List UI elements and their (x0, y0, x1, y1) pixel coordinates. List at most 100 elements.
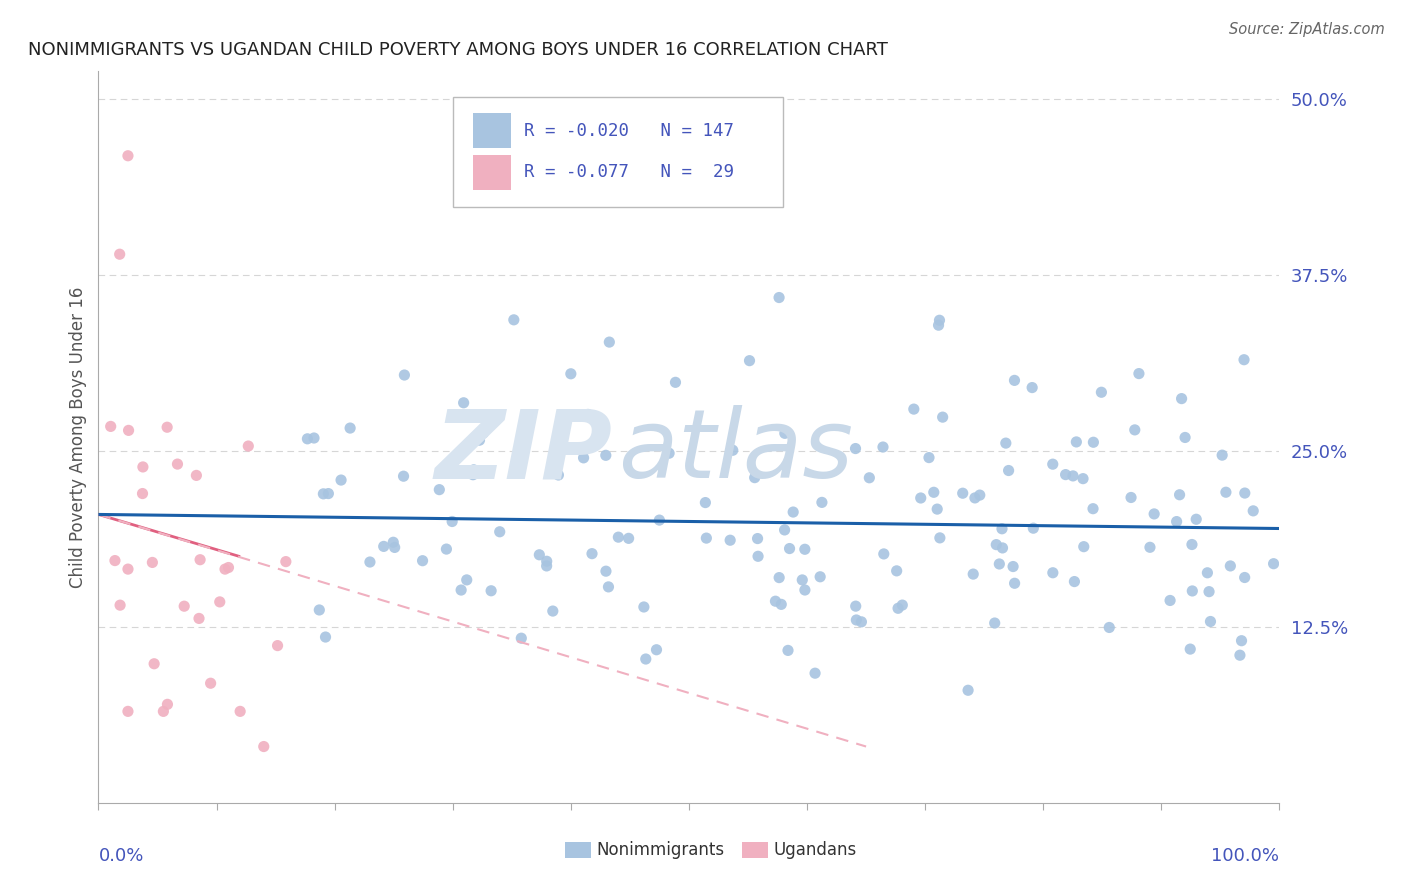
Point (1241, 504, 1264, 518)
Point (461, 467, 484, 482)
Point (922, 485, 945, 500)
Text: 100.0%: 100.0% (1212, 847, 1279, 864)
Point (509, 453, 531, 467)
Point (918, 450, 941, 465)
FancyBboxPatch shape (565, 841, 591, 858)
Point (536, 554, 558, 568)
Point (633, 599, 655, 614)
Point (1139, 541, 1161, 555)
Text: atlas: atlas (619, 405, 853, 499)
Point (1168, 488, 1191, 502)
Point (166, 457, 188, 471)
Point (887, 601, 910, 615)
Point (782, 505, 804, 519)
Point (1174, 430, 1197, 444)
Point (427, 483, 450, 497)
Point (793, 542, 815, 557)
Point (747, 532, 769, 546)
Text: Nonimmigrants: Nonimmigrants (596, 840, 725, 859)
Point (811, 495, 834, 509)
Point (297, 432, 319, 446)
Point (988, 557, 1011, 571)
Point (773, 426, 796, 441)
Point (1198, 584, 1220, 599)
Point (188, 552, 211, 566)
Point (152, 705, 174, 719)
Point (156, 420, 179, 434)
Point (773, 523, 796, 537)
Point (1004, 373, 1026, 387)
Point (1143, 507, 1166, 521)
Point (339, 421, 361, 435)
Point (768, 291, 790, 305)
Point (229, 705, 252, 719)
Point (969, 488, 991, 502)
Point (547, 468, 569, 483)
Point (510, 631, 533, 645)
Point (117, 149, 139, 163)
Point (143, 657, 166, 671)
Point (845, 599, 868, 614)
Point (1083, 435, 1105, 450)
Point (991, 541, 1014, 555)
Point (131, 486, 153, 500)
Point (373, 540, 395, 554)
Point (634, 652, 657, 666)
Text: R = -0.077   N =  29: R = -0.077 N = 29 (523, 163, 734, 181)
Point (173, 599, 195, 614)
Point (765, 594, 787, 608)
Point (776, 643, 799, 657)
Point (463, 463, 485, 477)
Point (1063, 574, 1085, 589)
Point (1263, 557, 1285, 571)
Point (1233, 352, 1256, 367)
Point (117, 423, 139, 437)
Point (851, 615, 873, 629)
Point (1004, 576, 1026, 591)
FancyBboxPatch shape (742, 841, 768, 858)
Point (770, 598, 793, 612)
Point (927, 502, 949, 516)
Point (302, 431, 325, 445)
Point (479, 583, 502, 598)
Point (576, 408, 599, 422)
Point (1090, 385, 1112, 400)
Point (488, 524, 510, 539)
Point (1211, 448, 1233, 462)
Point (1073, 540, 1095, 554)
Point (104, 553, 127, 567)
Point (804, 666, 827, 681)
FancyBboxPatch shape (472, 113, 510, 148)
Point (1062, 469, 1084, 483)
Point (1185, 512, 1208, 526)
Text: NONIMMIGRANTS VS UGANDAN CHILD POVERTY AMONG BOYS UNDER 16 CORRELATION CHART: NONIMMIGRANTS VS UGANDAN CHILD POVERTY A… (28, 41, 887, 59)
Point (502, 313, 524, 327)
FancyBboxPatch shape (472, 154, 510, 190)
Point (200, 676, 222, 690)
Point (1181, 584, 1204, 599)
Point (330, 473, 353, 487)
Point (1042, 566, 1064, 580)
Point (392, 469, 415, 483)
Point (952, 486, 974, 500)
Point (1042, 457, 1064, 471)
Point (962, 567, 984, 582)
Point (141, 556, 163, 570)
Point (845, 613, 868, 627)
Point (1181, 537, 1204, 551)
Point (738, 353, 761, 368)
Point (808, 570, 831, 584)
Point (1123, 423, 1146, 437)
Point (957, 683, 980, 698)
Point (994, 436, 1017, 450)
Text: Ugandans: Ugandans (773, 840, 858, 859)
Point (718, 533, 741, 548)
Point (456, 573, 478, 587)
Point (312, 487, 335, 501)
Point (1233, 486, 1256, 500)
Point (214, 562, 236, 576)
Point (903, 402, 925, 417)
Point (1230, 633, 1253, 648)
Point (1199, 615, 1222, 629)
Point (1170, 392, 1192, 406)
